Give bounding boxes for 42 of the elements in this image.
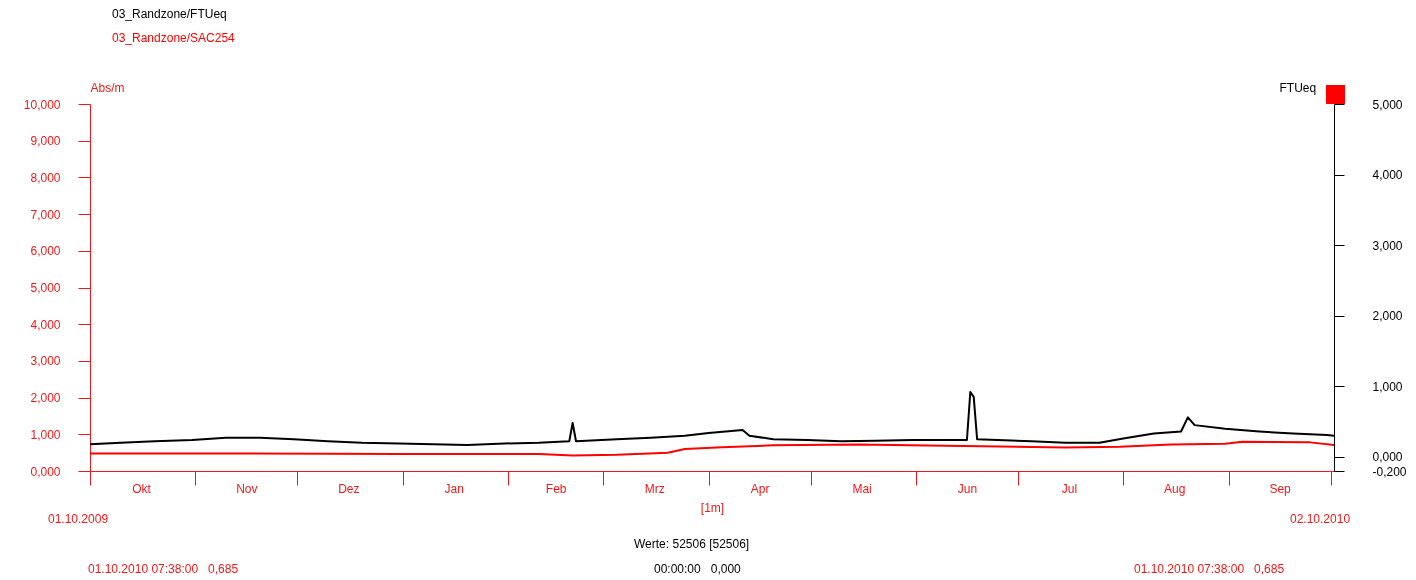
y-tick-label: 0,000	[30, 464, 61, 479]
x-tick-label: Dez	[338, 481, 360, 496]
text: 03_Randzone/SAC254	[112, 31, 235, 45]
y2-tick-label: 4,000	[1372, 168, 1403, 183]
y2-tick-label: -0,200	[1372, 464, 1407, 479]
y-tick-label: 1,000	[30, 427, 61, 442]
y-tick-label: 2,000	[30, 391, 61, 406]
x-tick-label: Sep	[1269, 481, 1292, 496]
x-tick-label: Jul	[1061, 481, 1078, 496]
line-series	[90, 440, 1334, 457]
x-tick-label: Mrz	[644, 481, 665, 496]
y-tick-label: 8,000	[30, 170, 61, 185]
text: 01.10.2010 07:38:00 0,685	[1134, 562, 1285, 576]
y2-tick-label: 1,000	[1372, 379, 1403, 394]
y2-tick-label: 0,000	[1372, 450, 1403, 465]
y-tick-label: 10,000	[23, 97, 61, 112]
x-tick-label: Feb	[545, 481, 567, 496]
x-tick-label: Apr	[750, 481, 770, 496]
text: 01.10.2010 07:38:00 0,685	[88, 562, 239, 576]
x-tick-label: Nov	[236, 481, 258, 496]
y2-tick-label: 5,000	[1372, 97, 1403, 112]
y-axis-title: Abs/m	[90, 80, 125, 95]
text: 01.10.2009	[48, 512, 109, 526]
x-tick-label: Aug	[1164, 481, 1186, 496]
y-tick-label: 3,000	[30, 354, 61, 369]
y-tick-label: 9,000	[30, 134, 61, 149]
text: 02.10.2010	[1290, 512, 1351, 526]
x-tick-label: Jun	[957, 481, 978, 496]
y-tick-label: 5,000	[30, 281, 61, 295]
y-tick-label: 4,000	[30, 317, 61, 332]
x-tick-label: Okt	[132, 481, 152, 496]
text: 03_Randzone/FTUeq	[112, 7, 227, 21]
text: 00:00:00 0,000	[654, 562, 741, 576]
y-tick-label: 7,000	[30, 207, 61, 222]
y-tick-label: 6,000	[30, 244, 61, 259]
x-tick-label: Jan	[444, 481, 464, 496]
text: Werte: 52506 [52506]	[634, 537, 750, 551]
x-tick-label: Mai	[852, 481, 872, 496]
y2-axis-title: FTUeq	[1279, 80, 1317, 95]
y2-tick-label: 3,000	[1372, 238, 1403, 253]
y2-tick-label: 2,000	[1372, 309, 1403, 324]
x-axis-title: [1m]	[700, 500, 725, 515]
